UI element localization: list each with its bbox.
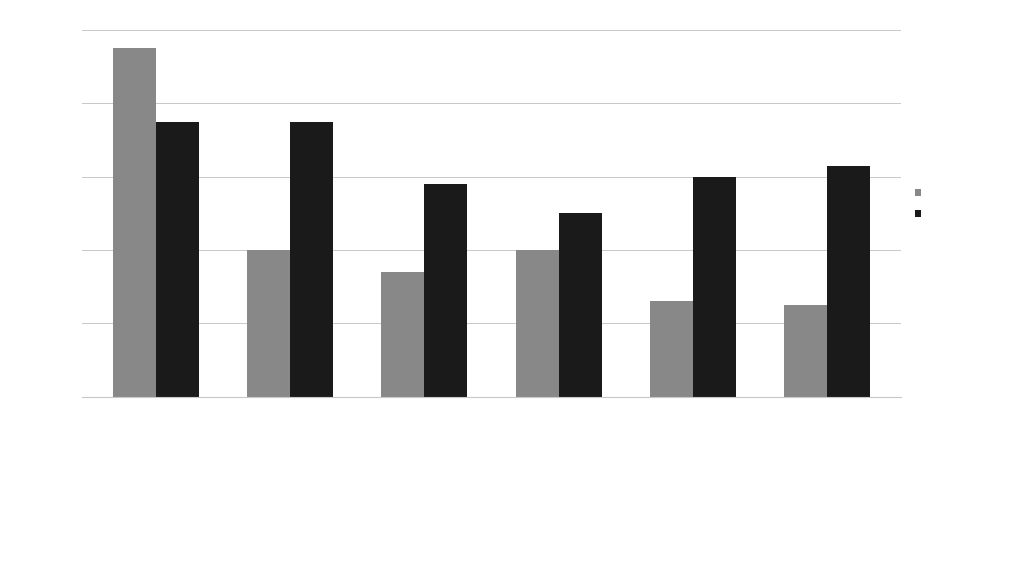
Bar — [827, 166, 870, 397]
Bar — [247, 250, 290, 397]
Bar — [693, 176, 736, 397]
Bar — [650, 302, 693, 397]
Bar — [424, 184, 467, 397]
Bar — [156, 121, 199, 397]
Bar — [516, 250, 559, 397]
Bar — [113, 48, 156, 397]
Legend: , : , — [914, 189, 922, 219]
Bar — [290, 121, 333, 397]
Bar — [559, 213, 602, 397]
Bar — [784, 305, 827, 397]
Bar — [381, 272, 424, 397]
